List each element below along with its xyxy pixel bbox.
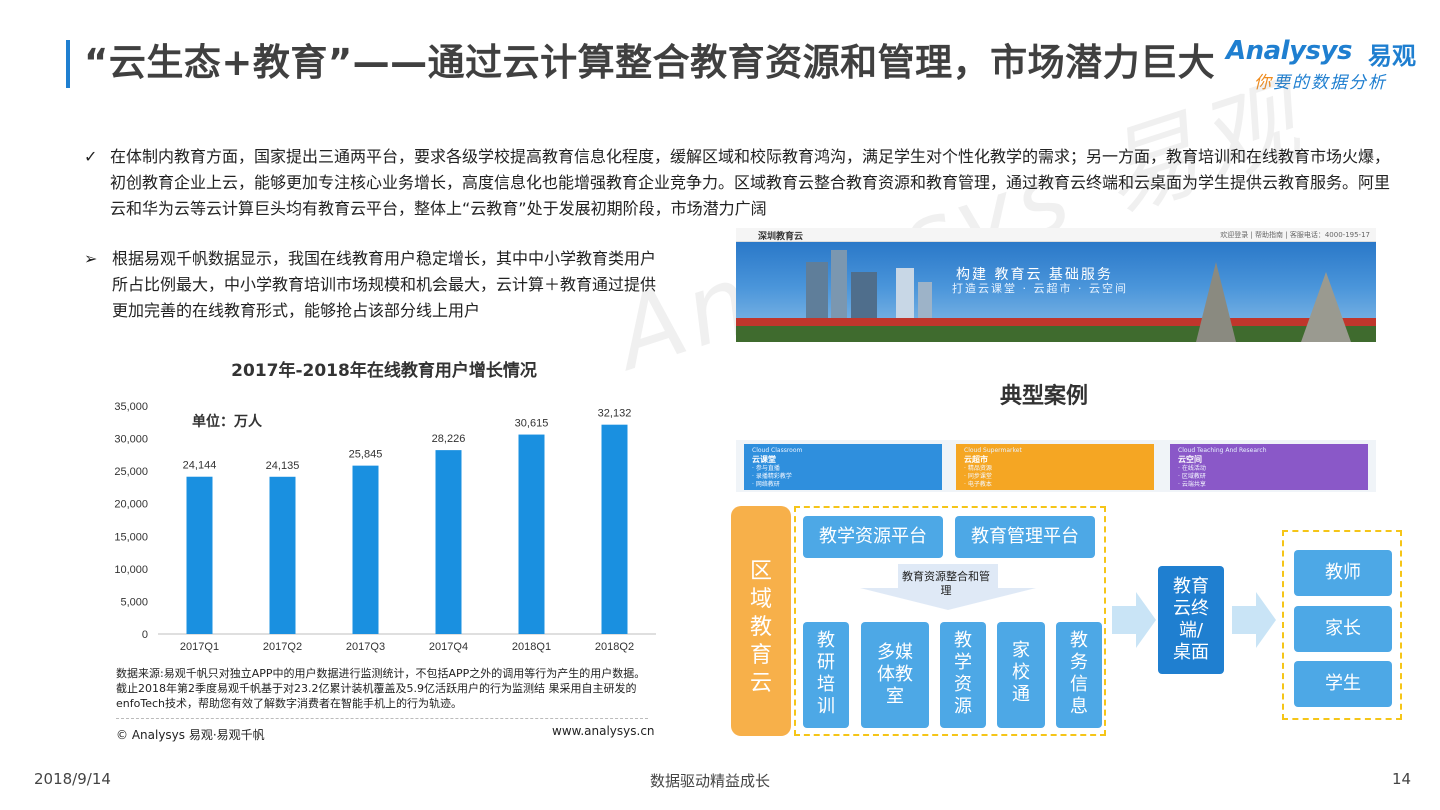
checkmark-icon: ✓ [84,147,98,166]
user-parent: 家长 [1294,606,1392,652]
bar [269,476,296,634]
footer-slogan: 数据驱动精益成长 [650,772,771,790]
logo-tagline: 你要的数据分析 [1254,73,1387,93]
bar [601,424,628,634]
regional-edu-cloud-box: 区域教育云 [731,506,791,736]
bar [518,434,545,634]
edu-cloud-banner: 构建 教育云 基础服务 打造云课堂 · 云超市 · 云空间 [736,242,1376,342]
data-label: 28,226 [432,433,466,445]
y-tick-label: 30,000 [114,434,148,446]
edu-cloud-site-header: 深圳教育云 欢迎登录 | 帮助指南 | 客服电话：4000-195-17 [736,228,1376,242]
teaching-resource-platform: 教学资源平台 [803,516,943,558]
edu-management-platform: 教育管理平台 [955,516,1095,558]
chart-title: 2017年-2018年在线教育用户增长情况 [231,361,537,381]
data-source-note: 数据来源:易观千帆只对独立APP中的用户数据进行监测统计，不包括APP之外的调用… [116,667,646,710]
users-dashed-frame [1282,530,1402,720]
arrow-bullet-icon: ➢ [84,249,98,268]
y-tick-label: 5,000 [120,596,148,608]
website-url: www.analysys.cn [552,724,655,738]
title-accent-bar [66,40,70,88]
y-tick-label: 35,000 [114,401,148,413]
logo-chinese: 易观 [1368,42,1416,70]
y-tick-label: 10,000 [114,564,148,576]
site-brand: 深圳教育云 [758,232,804,242]
intro-text: 在体制内教育方面，国家提出三通两平台，要求各级学校提高教育信息化程度，缓解区域和… [110,147,1391,218]
x-tick-label: 2018Q2 [595,641,634,653]
city-skyline-illustration [736,250,1376,342]
module-teaching-resources: 教学资源 [940,622,986,728]
data-label: 24,144 [183,460,217,472]
down-arrow-icon [860,564,1036,610]
source-divider [116,718,648,719]
bar [352,465,379,634]
service-cards: Cloud Classroom 云课堂 · 参与直播 · 录播精彩教学 · 网络… [736,440,1376,492]
user-teacher: 教师 [1294,550,1392,596]
x-tick-label: 2017Q2 [263,641,302,653]
site-links: 欢迎登录 | 帮助指南 | 客服电话：4000-195-17 [1220,231,1370,239]
banner-subslogan: 打造云课堂 · 云超市 · 云空间 [952,282,1128,295]
card-cloud-classroom: Cloud Classroom 云课堂 · 参与直播 · 录播精彩教学 · 网络… [744,444,942,490]
banner-slogan: 构建 教育云 基础服务 [956,267,1113,283]
module-academic-affairs: 教务信息 [1056,622,1102,728]
x-tick-label: 2018Q1 [512,641,551,653]
card-cloud-supermarket: Cloud Supermarket 云超市 · 精品资源 · 同步课堂 · 电子… [956,444,1154,490]
data-label: 30,615 [515,418,549,430]
analysys-logo: Analysys 易观 你要的数据分析 [1226,36,1416,93]
integration-hint: 教育资源整合和管理 [902,570,990,597]
y-tick-label: 0 [142,629,148,641]
data-label: 24,135 [266,460,300,472]
unit-label: 单位：万人 [192,413,263,430]
bullet-text: 根据易观千帆数据显示，我国在线教育用户稳定增长，其中中小学教育类用户所占比例最大… [112,249,657,320]
card-cloud-space: Cloud Teaching And Research 云空间 · 在线活动 ·… [1170,444,1368,490]
module-multimedia-classroom: 多媒体教室 [861,622,929,728]
y-tick-label: 15,000 [114,531,148,543]
user-growth-bar-chart: 0 5,000 10,000 15,000 20,000 25,000 30,000 35,0… [114,401,656,653]
x-tick-label: 2017Q1 [180,641,219,653]
x-tick-label: 2017Q3 [346,641,385,653]
page-number: 14 [1392,770,1412,788]
copyright: © Analysys 易观·易观千帆 [116,728,265,742]
footer-date: 2018/9/14 [34,770,111,788]
edu-cloud-terminal: 教育云终端/桌面 [1158,566,1224,674]
y-tick-label: 25,000 [114,466,148,478]
platform-dashed-frame [794,506,1106,736]
module-training: 教研培训 [803,622,849,728]
module-home-school: 家校通 [997,622,1045,728]
x-tick-label: 2017Q4 [429,641,468,653]
data-label: 25,845 [349,449,383,461]
bar [435,450,462,634]
data-label: 32,132 [598,408,632,420]
right-arrow-icon [1112,592,1156,648]
page-title: “云生态+教育”——通过云计算整合教育资源和管理，市场潜力巨大 [84,41,1216,84]
logo-english: Analysys [1226,36,1352,66]
right-arrow-icon [1232,592,1276,648]
user-student: 学生 [1294,661,1392,707]
case-section-title: 典型案例 [1000,384,1089,409]
y-tick-label: 20,000 [114,499,148,511]
bar [186,476,213,634]
